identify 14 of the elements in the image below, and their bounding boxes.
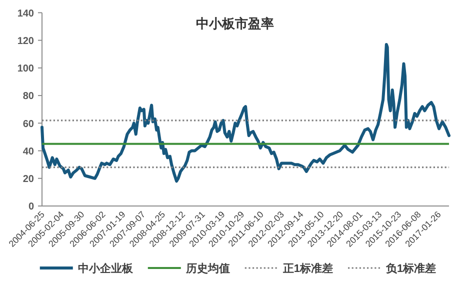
- y-tick-label: 20: [22, 174, 34, 185]
- y-tick-label: 40: [22, 146, 34, 158]
- legend-label: 中小企业板: [78, 262, 134, 275]
- y-tick-label: 60: [22, 118, 34, 130]
- legend-label: 负1标准差: [385, 262, 436, 275]
- legend-label: 历史均值: [184, 262, 230, 275]
- legend-label: 正1标准差: [282, 262, 333, 275]
- y-tick-label: 80: [22, 91, 34, 102]
- line-series: [40, 42, 450, 183]
- y-tick-label: 140: [17, 8, 34, 20]
- y-tick-label: 100: [17, 64, 34, 75]
- chart-title: 中小板市盈率: [196, 16, 274, 31]
- y-tick-label: 120: [17, 36, 34, 47]
- y-tick-label: 0: [28, 202, 34, 213]
